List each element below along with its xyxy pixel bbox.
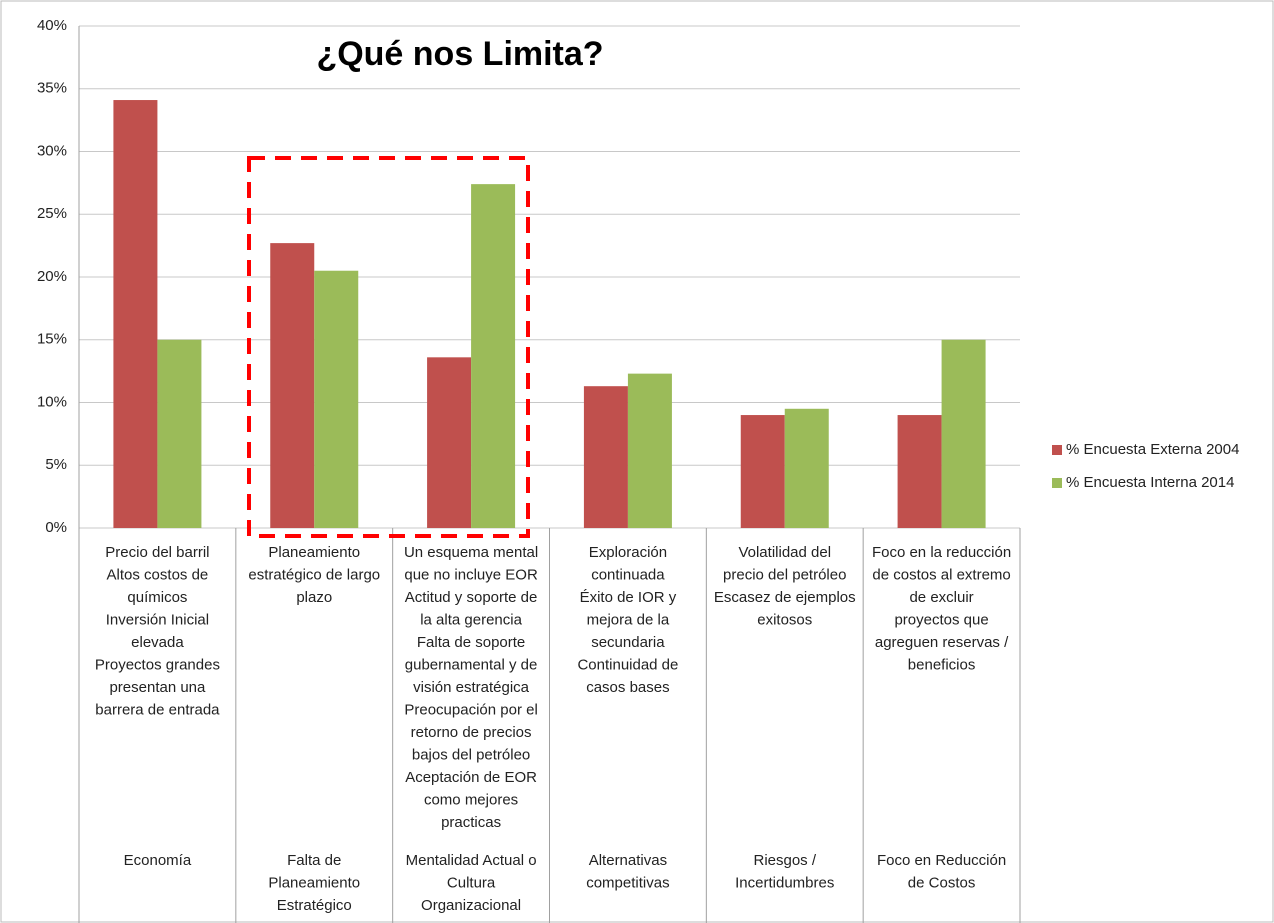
- legend-label: % Encuesta Interna 2014: [1066, 474, 1234, 491]
- group-label: de Costos: [908, 874, 976, 891]
- category-label: estratégico de largo: [248, 566, 380, 583]
- category-label: como mejores: [424, 791, 518, 808]
- category-label: presentan una: [109, 679, 206, 696]
- bar: [897, 415, 942, 528]
- category-label: de costos al extremo: [872, 566, 1010, 583]
- category-label: gubernamental y de: [405, 656, 538, 673]
- category-label: Falta de soporte: [417, 634, 525, 651]
- category-label: Continuidad de: [577, 656, 678, 673]
- y-tick-label: 10%: [37, 393, 67, 410]
- category-label: Foco en la reducción: [872, 544, 1011, 561]
- category-label: químicos: [127, 589, 187, 606]
- bar: [583, 386, 628, 528]
- category-label: exitosos: [757, 611, 812, 628]
- category-label: proyectos que: [894, 611, 988, 628]
- category-label: plazo: [296, 589, 332, 606]
- y-tick-label: 25%: [37, 205, 67, 222]
- category-label: barrera de entrada: [95, 701, 220, 718]
- bar: [314, 270, 359, 528]
- legend-label: % Encuesta Externa 2004: [1066, 441, 1239, 458]
- group-label: Mentalidad Actual o: [406, 852, 537, 869]
- group-label: Organizacional: [421, 897, 521, 914]
- category-label: continuada: [591, 566, 665, 583]
- group-label: Incertidumbres: [735, 874, 834, 891]
- category-label: visión estratégica: [413, 679, 530, 696]
- bar: [627, 373, 672, 528]
- category-label: agreguen reservas /: [875, 634, 1009, 651]
- category-label: Volatilidad del: [738, 544, 831, 561]
- category-label: casos bases: [586, 679, 669, 696]
- bar: [157, 339, 202, 528]
- group-label: Foco en Reducción: [877, 852, 1006, 869]
- group-label: Cultura: [447, 874, 496, 891]
- category-label: practicas: [441, 814, 501, 831]
- legend-swatch: [1052, 445, 1062, 455]
- group-label: Estratégico: [277, 897, 352, 914]
- category-label: Altos costos de: [107, 566, 209, 583]
- y-tick-label: 40%: [37, 17, 67, 34]
- category-label: secundaria: [591, 634, 665, 651]
- y-tick-label: 20%: [37, 268, 67, 285]
- bar: [740, 415, 785, 528]
- bar: [784, 408, 829, 528]
- group-label: Falta de: [287, 852, 341, 869]
- highlight-box: [247, 156, 530, 538]
- category-label: de excluir: [909, 589, 973, 606]
- category-label: precio del petróleo: [723, 566, 846, 583]
- category-label: Precio del barril: [105, 544, 209, 561]
- category-label: Proyectos grandes: [95, 656, 220, 673]
- category-label: bajos del petróleo: [412, 746, 530, 763]
- category-label: la alta gerencia: [420, 611, 522, 628]
- group-label: Riesgos /: [753, 852, 816, 869]
- group-label: Planeamiento: [268, 874, 360, 891]
- category-label: beneficios: [908, 656, 976, 673]
- category-label: Preocupación por el: [404, 701, 537, 718]
- bar: [941, 339, 986, 528]
- y-tick-label: 30%: [37, 142, 67, 159]
- category-label: Actitud y soporte de: [405, 589, 538, 606]
- y-tick-label: 35%: [37, 80, 67, 97]
- category-label: Éxito de IOR y: [580, 589, 677, 606]
- category-label: mejora de la: [587, 611, 670, 628]
- group-label: Alternativas: [589, 852, 667, 869]
- y-tick-label: 15%: [37, 331, 67, 348]
- chart-title: ¿Qué nos Limita?: [316, 35, 603, 73]
- plot: 0% 5% 10% 15% 20% 25% 30% 35% 40% Precio del barr…: [37, 17, 1239, 923]
- category-label: retorno de precios: [411, 724, 532, 741]
- category-label: Un esquema mental: [404, 544, 538, 561]
- category-label: Aceptación de EOR: [405, 769, 537, 786]
- category-label: Planeamiento: [268, 544, 360, 561]
- group-label: Economía: [124, 852, 192, 869]
- y-tick-label: 0%: [45, 519, 67, 536]
- group-label: competitivas: [586, 874, 669, 891]
- category-label: elevada: [131, 634, 184, 651]
- bar: [113, 100, 158, 529]
- category-label: que no incluye EOR: [404, 566, 538, 583]
- category-label: Escasez de ejemplos: [714, 589, 856, 606]
- bar: [270, 243, 315, 529]
- category-label: Inversión Inicial: [106, 611, 209, 628]
- category-label: Exploración: [589, 544, 667, 561]
- bar: [427, 357, 472, 528]
- bar: [471, 184, 516, 528]
- y-tick-label: 5%: [45, 456, 67, 473]
- legend-swatch: [1052, 478, 1062, 488]
